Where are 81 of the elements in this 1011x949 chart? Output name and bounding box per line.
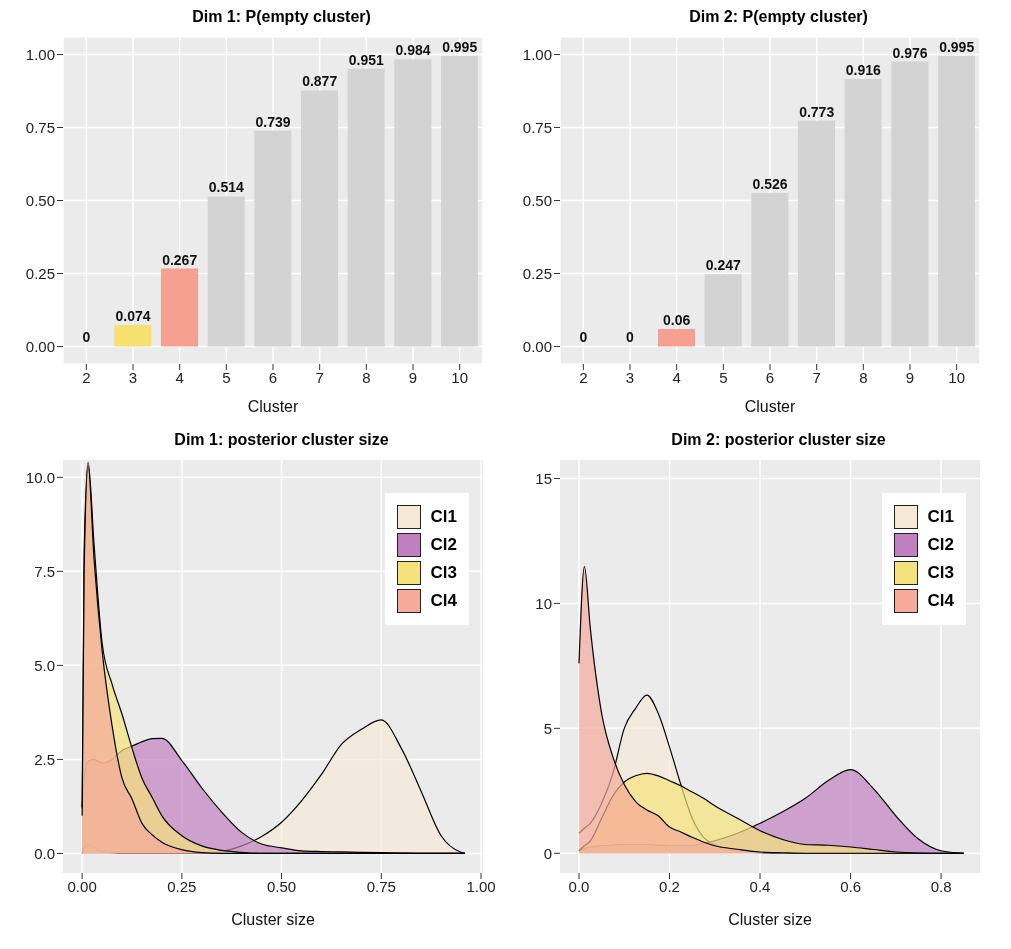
data-label: 0.995 bbox=[442, 38, 478, 55]
y-tick-label: 0.75 bbox=[25, 118, 55, 136]
legend-label: Cl1 bbox=[430, 507, 457, 527]
x-tick-label: 3 bbox=[625, 368, 635, 386]
y-tick-label: 0.00 bbox=[25, 337, 55, 355]
x-tick-label: 0.75 bbox=[366, 877, 396, 895]
x-tick-label: 2 bbox=[579, 368, 588, 386]
x-tick-label: 0.4 bbox=[749, 877, 771, 895]
y-tick-label: 0.25 bbox=[522, 264, 552, 282]
x-tick-label: 5 bbox=[719, 368, 728, 386]
x-tick-label: 10 bbox=[948, 368, 966, 386]
x-tick-label: 6 bbox=[765, 368, 775, 386]
y-tick-label: 10.0 bbox=[25, 468, 55, 486]
chart-title: Dim 1: P(empty cluster) bbox=[191, 8, 372, 27]
x-tick-label: 0.6 bbox=[840, 877, 861, 895]
data-label: 0.916 bbox=[845, 62, 882, 79]
x-tick-label: 7 bbox=[315, 368, 324, 386]
y-tick-label: 10 bbox=[535, 594, 552, 612]
x-tick-label: 1.00 bbox=[466, 877, 496, 895]
data-label: 0.247 bbox=[705, 257, 742, 274]
data-label: 0.995 bbox=[939, 38, 975, 55]
x-tick-label: 7 bbox=[812, 368, 821, 386]
x-tick-label: 6 bbox=[268, 368, 278, 386]
data-label: 0 bbox=[579, 329, 588, 346]
chart-title: Dim 2: posterior cluster size bbox=[670, 431, 887, 450]
y-tick-label: 0.25 bbox=[25, 264, 55, 282]
chart-title: Dim 1: posterior cluster size bbox=[173, 431, 390, 450]
x-tick-label: 9 bbox=[408, 368, 418, 386]
y-tick-label: 1.00 bbox=[25, 45, 55, 63]
y-tick-label: 7.5 bbox=[34, 562, 55, 580]
x-tick-label: 5 bbox=[222, 368, 231, 386]
x-tick-label: 0.00 bbox=[67, 877, 97, 895]
y-tick-label: 0.75 bbox=[522, 118, 552, 136]
data-label: 0.514 bbox=[208, 179, 245, 196]
x-tick-label: 3 bbox=[128, 368, 138, 386]
x-axis-title: Cluster bbox=[744, 398, 797, 415]
y-tick-label: 15 bbox=[535, 469, 552, 487]
legend-label: Cl3 bbox=[927, 563, 954, 583]
x-tick-label: 0.2 bbox=[659, 877, 680, 895]
x-tick-label: 8 bbox=[859, 368, 868, 386]
data-label: 0.267 bbox=[162, 251, 198, 268]
y-tick-label: 2.5 bbox=[34, 750, 55, 768]
y-tick-label: 0.0 bbox=[34, 844, 55, 862]
y-tick-label: 5 bbox=[543, 719, 552, 737]
chart-title: Dim 2: P(empty cluster) bbox=[688, 8, 869, 27]
x-tick-label: 4 bbox=[672, 368, 681, 386]
data-label: 0.06 bbox=[663, 311, 691, 328]
x-tick-label: 4 bbox=[175, 368, 184, 386]
x-axis-title: Cluster size bbox=[231, 911, 315, 928]
legend-label: Cl4 bbox=[927, 591, 954, 611]
x-tick-label: 0.50 bbox=[266, 877, 297, 895]
x-tick-label: 8 bbox=[362, 368, 371, 386]
y-tick-label: 5.0 bbox=[34, 656, 55, 674]
x-tick-label: 9 bbox=[905, 368, 915, 386]
data-label: 0.773 bbox=[799, 103, 835, 120]
data-label: 0.951 bbox=[348, 51, 385, 68]
data-label: 0.984 bbox=[395, 42, 431, 59]
y-tick-label: 1.00 bbox=[522, 45, 552, 63]
data-label: 0.739 bbox=[255, 113, 291, 130]
x-axis-title: Cluster bbox=[247, 398, 300, 415]
data-label: 0 bbox=[82, 329, 91, 346]
y-tick-label: 0.00 bbox=[522, 337, 552, 355]
data-label: 0 bbox=[626, 329, 635, 346]
x-tick-label: 0.25 bbox=[167, 877, 197, 895]
y-tick-label: 0.50 bbox=[25, 191, 55, 209]
x-tick-label: 0.8 bbox=[930, 877, 952, 895]
x-axis-title: Cluster size bbox=[728, 911, 812, 928]
legend-label: Cl2 bbox=[430, 535, 457, 555]
y-tick-label: 0 bbox=[543, 844, 552, 862]
legend-label: Cl3 bbox=[430, 563, 457, 583]
legend-label: Cl1 bbox=[927, 507, 954, 527]
y-tick-label: 0.50 bbox=[522, 191, 552, 209]
x-tick-label: 10 bbox=[451, 368, 469, 386]
data-label: 0.526 bbox=[752, 175, 788, 192]
x-tick-label: 0.0 bbox=[568, 877, 590, 895]
legend-label: Cl2 bbox=[927, 535, 954, 555]
x-tick-label: 2 bbox=[82, 368, 91, 386]
data-label: 0.877 bbox=[302, 73, 338, 90]
data-label: 0.976 bbox=[892, 44, 928, 61]
data-label: 0.074 bbox=[115, 307, 151, 324]
legend-label: Cl4 bbox=[430, 591, 457, 611]
